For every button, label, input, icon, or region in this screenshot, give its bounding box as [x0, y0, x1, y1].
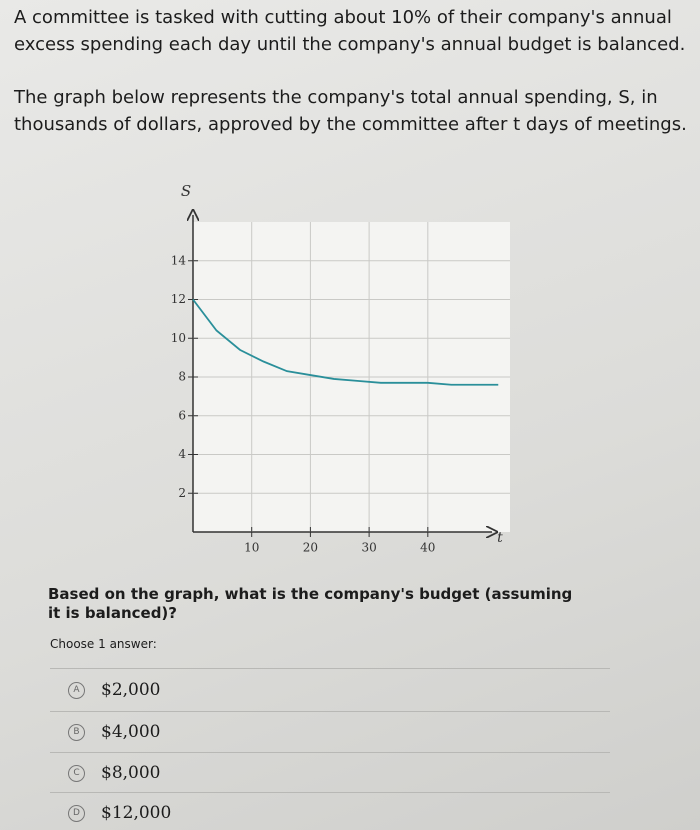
answer-choice[interactable]: B $4,000: [68, 718, 160, 746]
choice-text: $12,000: [101, 803, 172, 823]
data-line: [192, 298, 499, 386]
description-text: The graph below represents the company's…: [14, 87, 687, 135]
answer-choice[interactable]: C $8,000: [68, 759, 160, 787]
y-tick-label: 8: [178, 370, 186, 384]
choice-letter: A: [68, 681, 85, 699]
answer-choice[interactable]: D $12,000: [68, 799, 171, 827]
x-axis-label: t: [497, 530, 503, 546]
x-tick-label: 30: [361, 541, 376, 555]
x-tick-label: 20: [303, 541, 318, 555]
chart: S t 2 4 6 8 10 12 14 10 20 30 40: [171, 182, 510, 555]
answer-choice[interactable]: A $2,000: [68, 676, 160, 704]
y-tick-label: 12: [171, 292, 186, 306]
separator: [50, 711, 610, 712]
y-tick-label: 10: [171, 331, 186, 345]
y-tick-label: 4: [178, 447, 186, 461]
instruction: Choose 1 answer:: [50, 637, 157, 651]
choice-text: $4,000: [101, 722, 161, 742]
y-tick-label: 14: [171, 253, 187, 267]
choice-text: $8,000: [101, 763, 161, 783]
y-axis-label: S: [181, 182, 191, 200]
intro-text: A committee is tasked with cutting about…: [14, 7, 686, 55]
y-tick-label: 2: [178, 486, 186, 500]
separator: [50, 752, 610, 753]
choice-letter: B: [68, 723, 85, 741]
choice-text: $2,000: [101, 680, 161, 700]
choice-letter: C: [68, 764, 85, 782]
prompt: Based on the graph, what is the company'…: [48, 585, 573, 622]
separator: [50, 668, 610, 669]
choice-letter: D: [68, 804, 85, 822]
y-tick-label: 6: [178, 408, 186, 422]
x-tick-label: 10: [244, 541, 259, 555]
x-tick-label: 40: [420, 541, 435, 555]
separator: [50, 792, 610, 793]
